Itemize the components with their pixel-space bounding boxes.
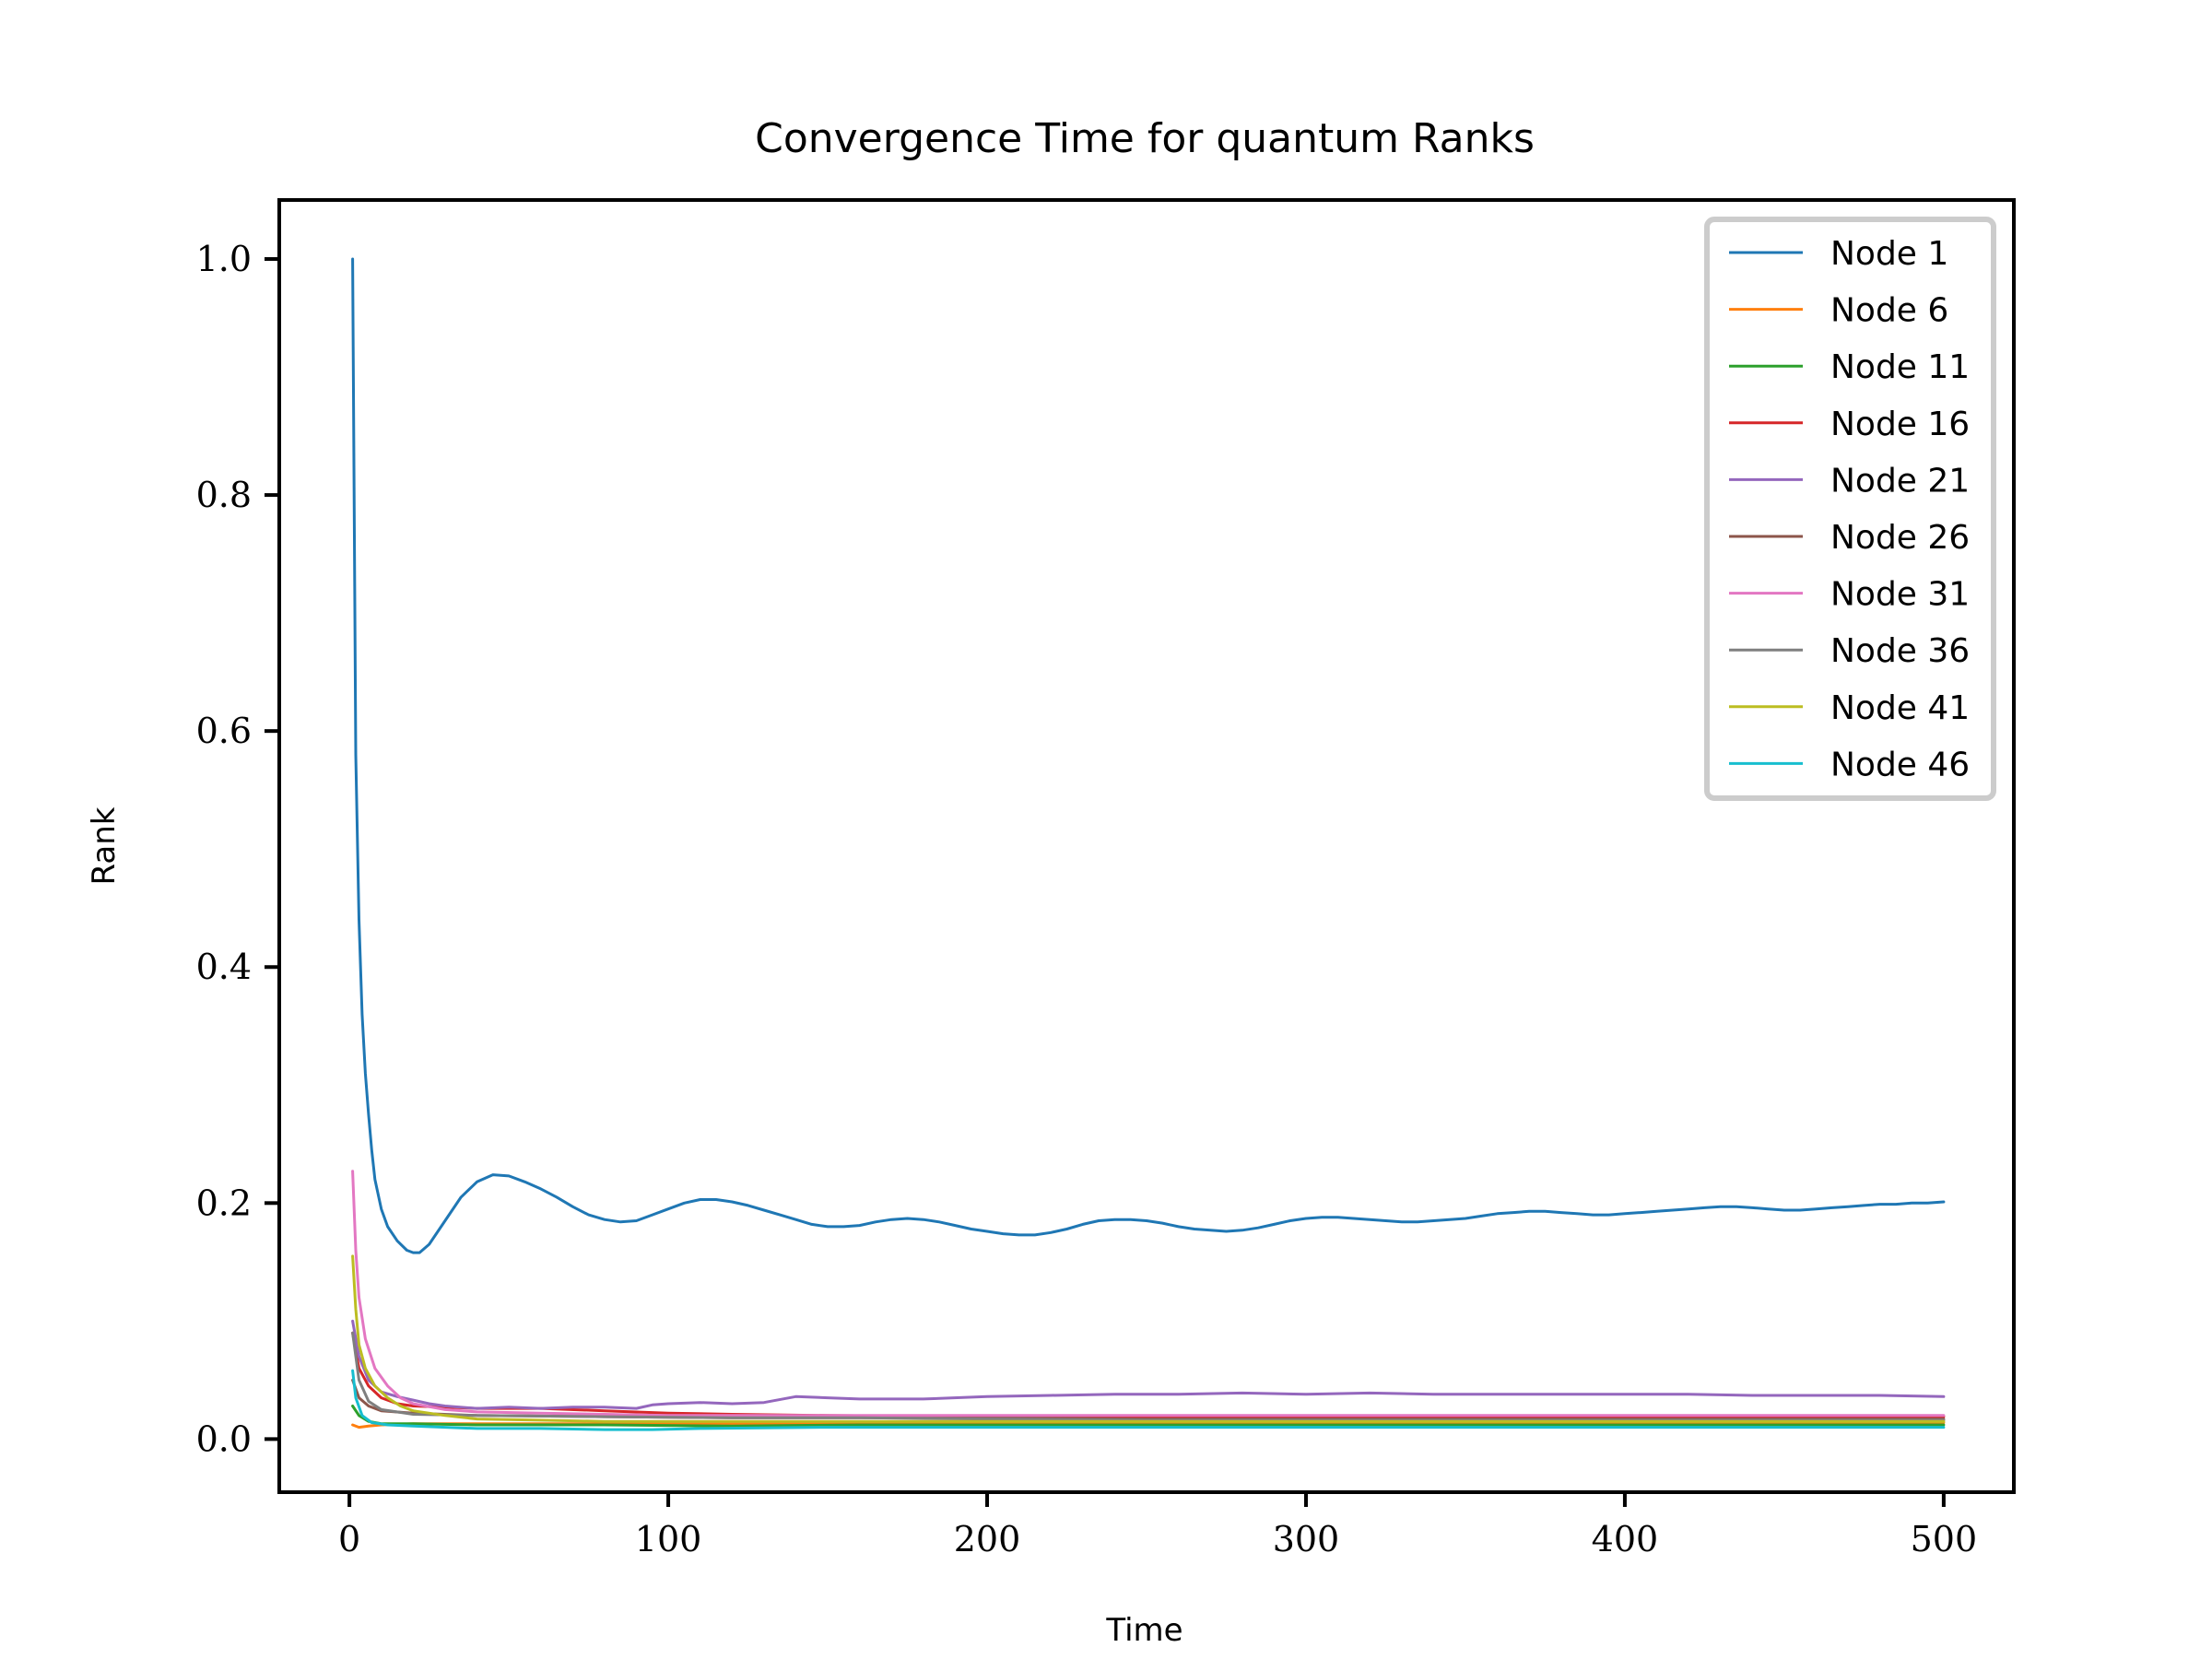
series-line-node-41 xyxy=(351,1254,1946,1423)
chart-title: Convergence Time for quantum Ranks xyxy=(755,115,1535,162)
y-tick-label: 0.8 xyxy=(196,475,252,515)
legend-label: Node 41 xyxy=(1830,689,1970,727)
series-line-node-1 xyxy=(351,257,1946,1254)
x-axis-label: Time xyxy=(1105,1612,1182,1649)
series-line-node-21 xyxy=(351,1319,1946,1410)
plot-frame xyxy=(277,198,2016,1494)
y-axis-label: Rank xyxy=(86,806,123,885)
x-tick-label: 400 xyxy=(1592,1519,1659,1559)
x-tick-label: 100 xyxy=(635,1519,702,1559)
x-axis-ticks: 0 100 200 300 400 500 xyxy=(338,1492,1977,1559)
legend-label: Node 21 xyxy=(1830,462,1970,500)
legend-label: Node 11 xyxy=(1830,348,1970,386)
x-tick-label: 500 xyxy=(1911,1519,1978,1559)
legend-label: Node 16 xyxy=(1830,406,1970,443)
x-tick-label: 0 xyxy=(338,1519,360,1559)
y-tick-label: 0.6 xyxy=(196,711,252,751)
series-line-node-46 xyxy=(351,1369,1946,1431)
y-tick-label: 0.0 xyxy=(196,1418,252,1459)
legend-box xyxy=(1704,217,1996,801)
legend-label: Node 31 xyxy=(1830,576,1970,614)
legend-label: Node 26 xyxy=(1830,519,1970,557)
x-tick-label: 300 xyxy=(1273,1519,1340,1559)
legend-entries: Node 1 Node 6 Node 11 Node 16 Node 21 Node 26… xyxy=(1729,235,1970,783)
series-lines xyxy=(351,257,1946,1431)
legend-label: Node 6 xyxy=(1830,292,1948,330)
y-tick-label: 0.4 xyxy=(196,947,252,987)
legend: Node 1 Node 6 Node 11 Node 16 Node 21 Node 26… xyxy=(1704,217,1996,801)
legend-label: Node 46 xyxy=(1830,746,1970,783)
legend-label: Node 36 xyxy=(1830,632,1970,670)
y-tick-label: 1.0 xyxy=(196,239,252,279)
y-axis-ticks: 0.0 0.2 0.4 0.6 0.8 1.0 xyxy=(196,239,279,1459)
y-tick-label: 0.2 xyxy=(196,1182,252,1223)
series-line-node-31 xyxy=(351,1170,1946,1418)
x-tick-label: 200 xyxy=(954,1519,1021,1559)
legend-label: Node 1 xyxy=(1830,235,1948,273)
